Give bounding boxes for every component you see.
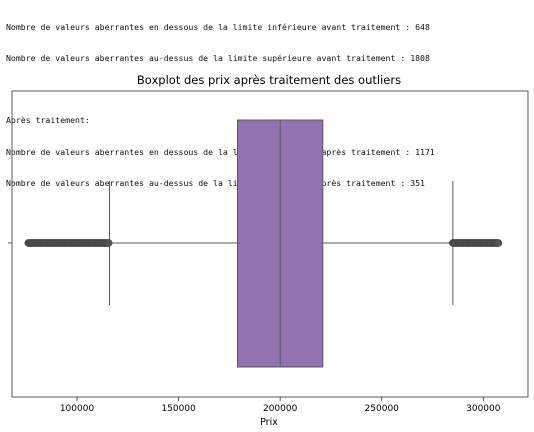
x-tick-label: 150000 [161,404,196,414]
console-line-before-high: Nombre de valeurs aberrantes au-dessus d… [6,53,430,64]
chart-title: Boxplot des prix après traitement des ou… [137,73,401,87]
x-tick-label: 250000 [365,404,400,414]
x-axis-ticks: 100000 150000 200000 250000 300000 [60,397,501,414]
outlier-point [104,239,113,247]
console-line-after-header: Après traitement: [6,115,90,126]
outlier-point [494,239,503,247]
x-tick-label: 200000 [263,404,298,414]
lower-outliers [24,239,113,247]
x-tick-label: 100000 [60,404,95,414]
x-tick-label: 300000 [466,404,501,414]
plot-frame [11,90,529,398]
x-axis-label: Prix [260,417,278,428]
upper-outliers [448,239,503,247]
console-line-before-low: Nombre de valeurs aberrantes en dessous … [6,21,430,32]
plot-area [8,90,529,398]
